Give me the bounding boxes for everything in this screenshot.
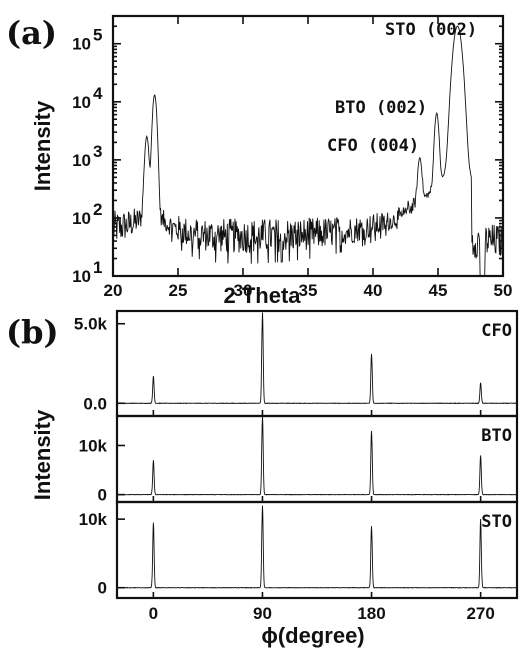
- x-tick-label: 25: [169, 281, 188, 300]
- phi-trace-bto: [116, 416, 517, 496]
- y-tick-exponent: 2: [93, 200, 102, 219]
- y-axis-title-a: Intensity: [30, 100, 55, 191]
- x-tick-label: 45: [429, 281, 448, 300]
- y-tick-exponent: 5: [93, 26, 102, 45]
- x-tick-label: 180: [357, 604, 385, 623]
- y-tick-label: 0: [98, 579, 107, 598]
- x-tick-label: 50: [494, 281, 513, 300]
- phi-trace-sto: [116, 505, 518, 589]
- x-tick-label: 30: [234, 281, 253, 300]
- y-tick-label: 5.0k: [74, 315, 108, 334]
- peak-annotation: CFO (004): [327, 136, 419, 156]
- y-tick-label: 10: [72, 93, 91, 112]
- y-tick-label: 10: [72, 267, 91, 286]
- y-axis-title-b: Intensity: [30, 409, 55, 500]
- xrd-trace: [112, 25, 504, 277]
- peak-annotation: BTO (002): [335, 98, 427, 118]
- x-tick-label: 35: [299, 281, 318, 300]
- x-tick-label: 40: [364, 281, 383, 300]
- phi-panel-frame: [115, 309, 519, 418]
- y-tick-exponent: 3: [93, 142, 102, 161]
- series-label: STO: [481, 512, 512, 532]
- y-tick-label: 10: [72, 35, 91, 54]
- y-tick-label: 0: [98, 486, 107, 505]
- panel-b-label: (b): [6, 313, 59, 351]
- peak-annotation: STO (002): [385, 20, 477, 40]
- y-tick-label: 10: [72, 209, 91, 228]
- y-tick-label: 10k: [79, 510, 108, 529]
- series-label: BTO: [481, 426, 512, 446]
- x-axis-title-b: ϕ(degree): [261, 623, 364, 648]
- phi-panel-frame: [115, 414, 519, 504]
- x-tick-label: 20: [104, 281, 123, 300]
- phi-panel-frame: [115, 500, 519, 600]
- y-tick-label: 10k: [79, 436, 108, 455]
- y-tick-label: 0.0: [83, 394, 107, 413]
- y-tick-label: 10: [72, 151, 91, 170]
- x-tick-label: 90: [253, 604, 272, 623]
- panel-a-label: (a): [6, 14, 57, 52]
- series-label: CFO: [481, 321, 512, 341]
- x-axis-title-a: 2 Theta: [223, 283, 301, 308]
- phi-trace-cfo: [116, 312, 518, 405]
- x-tick-label: 270: [466, 604, 494, 623]
- y-tick-exponent: 1: [93, 258, 102, 277]
- y-tick-exponent: 4: [93, 84, 103, 103]
- x-tick-label: 0: [149, 604, 158, 623]
